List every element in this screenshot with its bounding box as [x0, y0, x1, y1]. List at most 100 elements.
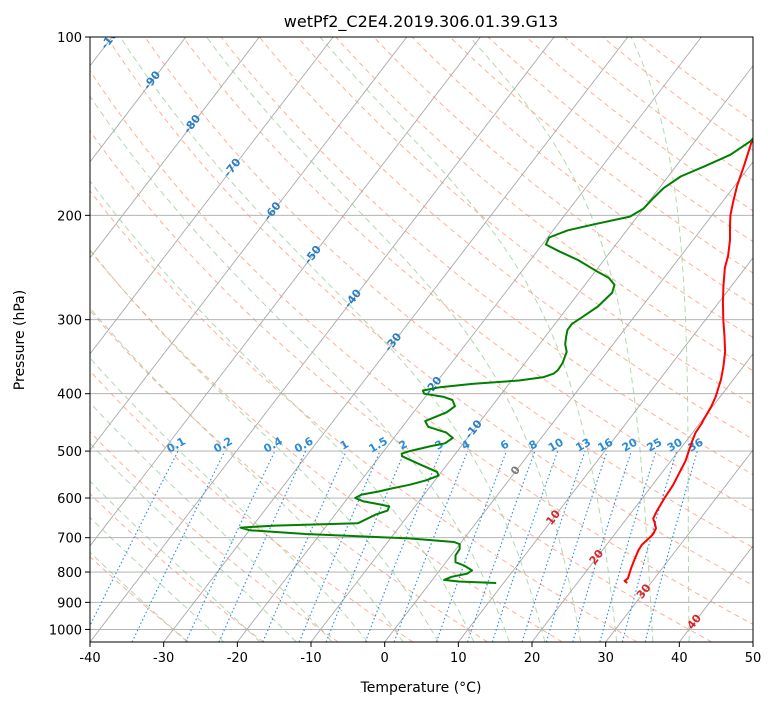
moist-adiabat: [90, 516, 225, 642]
plot-frame: [89, 36, 754, 643]
x-tick-label: -30: [153, 651, 174, 666]
x-axis-label: Temperature (°C): [360, 680, 482, 696]
dry-adiabat: [182, 37, 753, 512]
isotherm-line: [90, 37, 408, 451]
mixing-ratio-label: 2: [396, 438, 409, 453]
mixing-ratio-line: [435, 450, 507, 642]
dewpoint-profile: [239, 136, 753, 584]
mixing-ratio-line: [521, 450, 586, 642]
mixing-ratio-line: [644, 450, 698, 642]
mixing-ratio-line: [545, 450, 608, 642]
x-tick-label: 30: [597, 651, 614, 666]
x-tick-label: 10: [450, 651, 467, 666]
moist-adiabat: [90, 401, 333, 642]
x-tick-label: -20: [227, 651, 248, 666]
dry-adiabat: [335, 37, 753, 372]
moist-adiabat: [469, 37, 654, 642]
x-tick-label: 50: [745, 651, 762, 666]
isotherm-line: [90, 37, 481, 547]
moist-adiabat: [90, 480, 261, 642]
mixing-ratio-label: 30: [665, 435, 685, 454]
y-tick-label: 800: [57, 566, 82, 581]
x-tick-label: -10: [300, 651, 321, 666]
isotherm-line: [384, 161, 753, 642]
mixing-ratio-label: 1.5: [367, 435, 390, 456]
moist-adiabat: [90, 180, 475, 642]
isotherm-label: 0: [508, 463, 523, 477]
x-tick-label: 20: [524, 651, 541, 666]
dry-adiabat: [90, 130, 712, 642]
mixing-ratio-line: [466, 450, 536, 642]
isotherm-label: -40: [342, 286, 365, 310]
mixing-ratio-line: [298, 450, 381, 642]
isotherm-label: -80: [181, 112, 204, 136]
y-tick-label: 500: [57, 445, 82, 460]
isotherm-label: -70: [221, 155, 244, 179]
moist-adiabat: [90, 249, 439, 642]
y-axis: 100 200 300 400 500 600 700 800 900 1000: [49, 31, 90, 638]
y-tick-label: 700: [57, 532, 82, 547]
y-tick-label: 600: [57, 492, 82, 507]
mixing-ratio-label: 0.4: [261, 434, 285, 455]
sounding-profiles: [239, 136, 753, 584]
isotherm-line: [752, 641, 753, 642]
isotherm-label: -90: [141, 68, 164, 92]
moist-adiabat: [90, 95, 510, 642]
dry-adiabat: [373, 37, 753, 339]
dry-adiabat: [259, 37, 753, 440]
mixing-ratio-line: [131, 450, 226, 642]
mixing-ratio-label: 13: [573, 436, 593, 455]
mixing-ratio-label: 25: [644, 436, 664, 455]
isotherm-line: [90, 37, 555, 642]
plot-area: -100-90-80-70-60-50-40-30-20-10010203040…: [90, 37, 753, 642]
isotherm-line: [90, 37, 187, 163]
moist-adiabat: [206, 37, 582, 642]
dry-adiabat: [90, 69, 753, 625]
pressure-grid: [90, 37, 753, 630]
isotherm-line: [605, 449, 753, 642]
y-tick-label: 900: [57, 596, 82, 611]
moist-adiabat: [630, 37, 690, 642]
temperature-profile: [623, 136, 753, 584]
chart-title: wetPf2_C2E4.2019.306.01.39.G13: [284, 12, 558, 32]
mixing-ratio-label: 20: [620, 435, 640, 454]
isotherm-label: -60: [261, 199, 284, 223]
dry-adiabat: [525, 37, 753, 212]
isotherm-line: [90, 37, 260, 259]
isotherm-line: [310, 65, 753, 642]
y-tick-label: 200: [57, 209, 82, 224]
dry-adiabat: [449, 37, 753, 274]
mixing-ratio-label: 10: [546, 435, 566, 454]
x-tick-label: -40: [79, 651, 100, 666]
y-tick-label: 1000: [49, 623, 82, 638]
mixing-ratio-line: [491, 450, 559, 642]
isotherm-label: -30: [382, 330, 405, 354]
moist-adiabat: [90, 551, 188, 642]
dry-adiabat: [640, 37, 753, 122]
dry-adiabat: [90, 370, 414, 642]
mixing-ratio-label: 0.6: [292, 434, 316, 455]
mixing-ratio-line: [393, 450, 469, 642]
isotherm-label: -50: [301, 243, 324, 267]
dry-adiabat: [90, 249, 563, 642]
y-tick-label: 300: [57, 314, 82, 329]
mixing-ratio-label: 0.1: [165, 435, 188, 456]
dry-adiabat: [106, 37, 753, 587]
mixing-ratio-label: 16: [596, 435, 616, 454]
dry-adiabat: [90, 493, 264, 642]
isotherm-line: [457, 257, 753, 642]
y-axis-label: Pressure (hPa): [12, 290, 28, 390]
mixing-ratio-line: [364, 450, 442, 642]
dry-adiabats: [90, 37, 753, 642]
mixing-ratio-line: [621, 450, 678, 642]
mixing-ratio-line: [599, 450, 657, 642]
isotherm-label: 20: [587, 547, 607, 567]
x-tick-label: 0: [381, 651, 389, 666]
x-axis: -40 -30 -20 -10 0 10 20 30 40 50: [79, 642, 761, 666]
isotherm-label: 10: [543, 507, 563, 527]
y-tick-label: 400: [57, 388, 82, 403]
isotherm-line: [531, 353, 753, 642]
mixing-ratio-line: [262, 450, 347, 642]
